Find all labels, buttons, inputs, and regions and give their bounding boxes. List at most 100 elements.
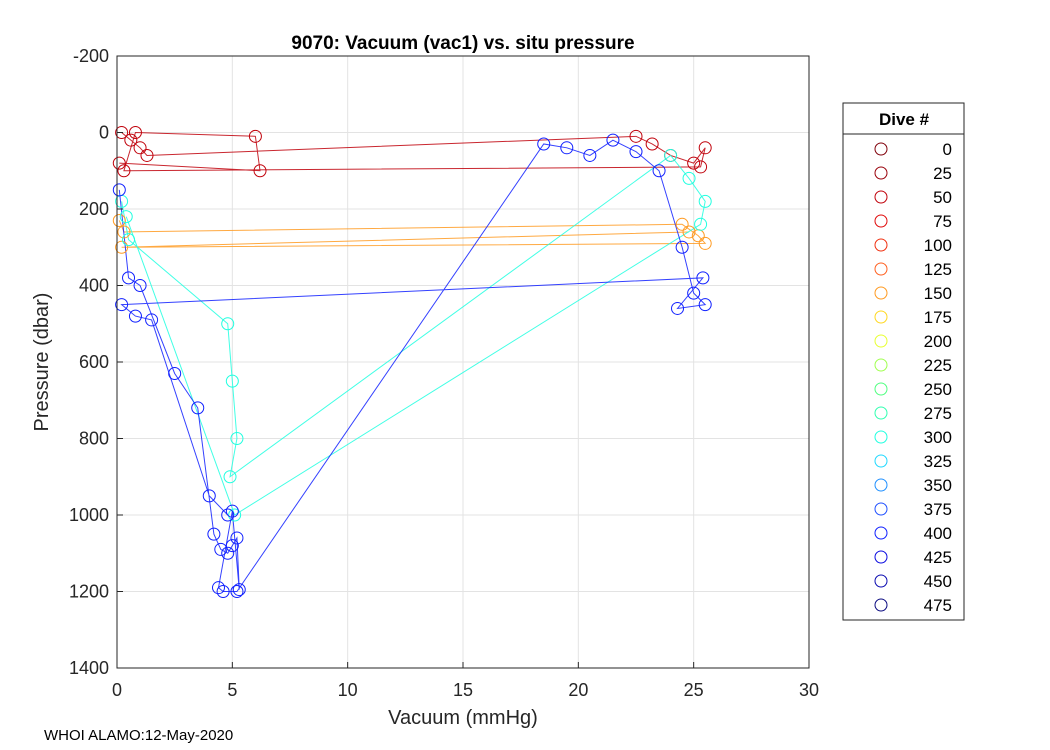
data-point xyxy=(698,298,712,312)
data-point xyxy=(124,133,138,147)
data-point xyxy=(117,164,131,178)
legend-marker xyxy=(874,454,888,468)
legend-entries: 0 25 50 75 100 125 150 175 200 225 250 275 300 325 350… xyxy=(874,140,952,615)
legend: Dive # 0 25 50 75 100 125 150 175 200 225 250 275 30… xyxy=(842,102,965,621)
legend-label: 250 xyxy=(924,380,952,399)
data-point xyxy=(696,271,710,285)
x-tick-label: 20 xyxy=(568,680,588,700)
legend-label: 150 xyxy=(924,284,952,303)
data-point xyxy=(133,279,147,292)
legend-marker xyxy=(874,598,888,612)
data-point xyxy=(629,145,643,159)
x-tick-label: 15 xyxy=(453,680,473,700)
series-line xyxy=(121,154,706,516)
legend-marker xyxy=(874,142,888,156)
y-tick-label: 800 xyxy=(79,429,109,449)
legend-label: 100 xyxy=(924,236,952,255)
data-point xyxy=(128,126,142,139)
data-point xyxy=(537,137,551,151)
x-tick-label: 25 xyxy=(684,680,704,700)
data-point xyxy=(112,156,126,170)
data-point xyxy=(248,129,262,143)
data-point xyxy=(223,470,237,484)
legend-marker xyxy=(874,238,888,252)
legend-marker xyxy=(874,526,888,540)
legend-marker xyxy=(874,262,888,276)
legend-marker xyxy=(874,214,888,228)
legend-marker xyxy=(874,382,888,396)
data-point xyxy=(117,225,131,239)
legend-label: 350 xyxy=(924,476,952,495)
data-point xyxy=(606,133,620,147)
x-tick-label: 5 xyxy=(227,680,237,700)
y-tick-label: -200 xyxy=(73,46,109,66)
legend-label: 175 xyxy=(924,308,952,327)
legend-marker xyxy=(874,334,888,348)
legend-marker xyxy=(874,310,888,324)
data-point xyxy=(687,156,701,170)
legend-marker xyxy=(874,574,888,588)
series-line xyxy=(118,139,707,592)
data-point xyxy=(221,317,235,331)
legend-label: 400 xyxy=(924,524,952,543)
data-point xyxy=(583,148,597,162)
y-axis-label: Pressure (dbar) xyxy=(31,293,53,432)
data-point xyxy=(140,148,154,162)
data-point xyxy=(128,309,142,323)
legend-label: 425 xyxy=(924,548,952,567)
data-point xyxy=(202,489,216,503)
data-point xyxy=(698,236,712,250)
data-point xyxy=(225,504,239,518)
x-tick-label: 10 xyxy=(338,680,358,700)
data-point xyxy=(694,160,708,174)
data-point xyxy=(211,581,225,595)
data-point xyxy=(675,240,689,254)
data-point xyxy=(225,374,239,388)
legend-marker xyxy=(874,166,888,180)
data-point xyxy=(629,129,643,143)
y-tick-label: 0 xyxy=(99,123,109,143)
legend-title: Dive # xyxy=(879,110,930,129)
data-point xyxy=(230,585,244,598)
legend-marker xyxy=(874,550,888,564)
data-point xyxy=(112,213,126,227)
legend-marker xyxy=(874,478,888,492)
data-point xyxy=(694,217,708,231)
series-line xyxy=(119,131,706,172)
y-tick-label: 1200 xyxy=(69,582,109,602)
legend-label: 200 xyxy=(924,332,952,351)
y-tick-label: 600 xyxy=(79,352,109,372)
y-tick-label: 200 xyxy=(79,199,109,219)
data-point xyxy=(652,164,666,178)
profile-lines xyxy=(118,131,707,592)
data-point xyxy=(221,546,235,560)
legend-label: 325 xyxy=(924,452,952,471)
y-tick-label: 400 xyxy=(79,276,109,296)
data-point xyxy=(122,271,136,285)
data-point xyxy=(115,240,129,254)
data-point xyxy=(145,313,159,327)
legend-label: 300 xyxy=(924,428,952,447)
data-point xyxy=(112,183,126,197)
legend-label: 125 xyxy=(924,260,952,279)
data-point xyxy=(191,401,205,415)
x-tick-label: 0 xyxy=(112,680,122,700)
data-point xyxy=(698,141,712,155)
legend-label: 375 xyxy=(924,500,952,519)
data-point xyxy=(232,583,246,597)
data-point xyxy=(682,171,696,185)
legend-label: 25 xyxy=(933,164,952,183)
legend-label: 275 xyxy=(924,404,952,423)
data-point xyxy=(675,217,689,231)
data-point xyxy=(225,539,239,553)
data-point xyxy=(221,508,235,522)
data-point xyxy=(207,527,221,541)
x-axis-ticks: 0 5 10 15 20 25 30 xyxy=(112,662,819,700)
data-point xyxy=(253,164,267,178)
data-point xyxy=(115,298,129,312)
data-markers xyxy=(112,126,712,598)
data-point xyxy=(645,137,659,151)
legend-label: 225 xyxy=(924,356,952,375)
data-point xyxy=(687,286,701,300)
